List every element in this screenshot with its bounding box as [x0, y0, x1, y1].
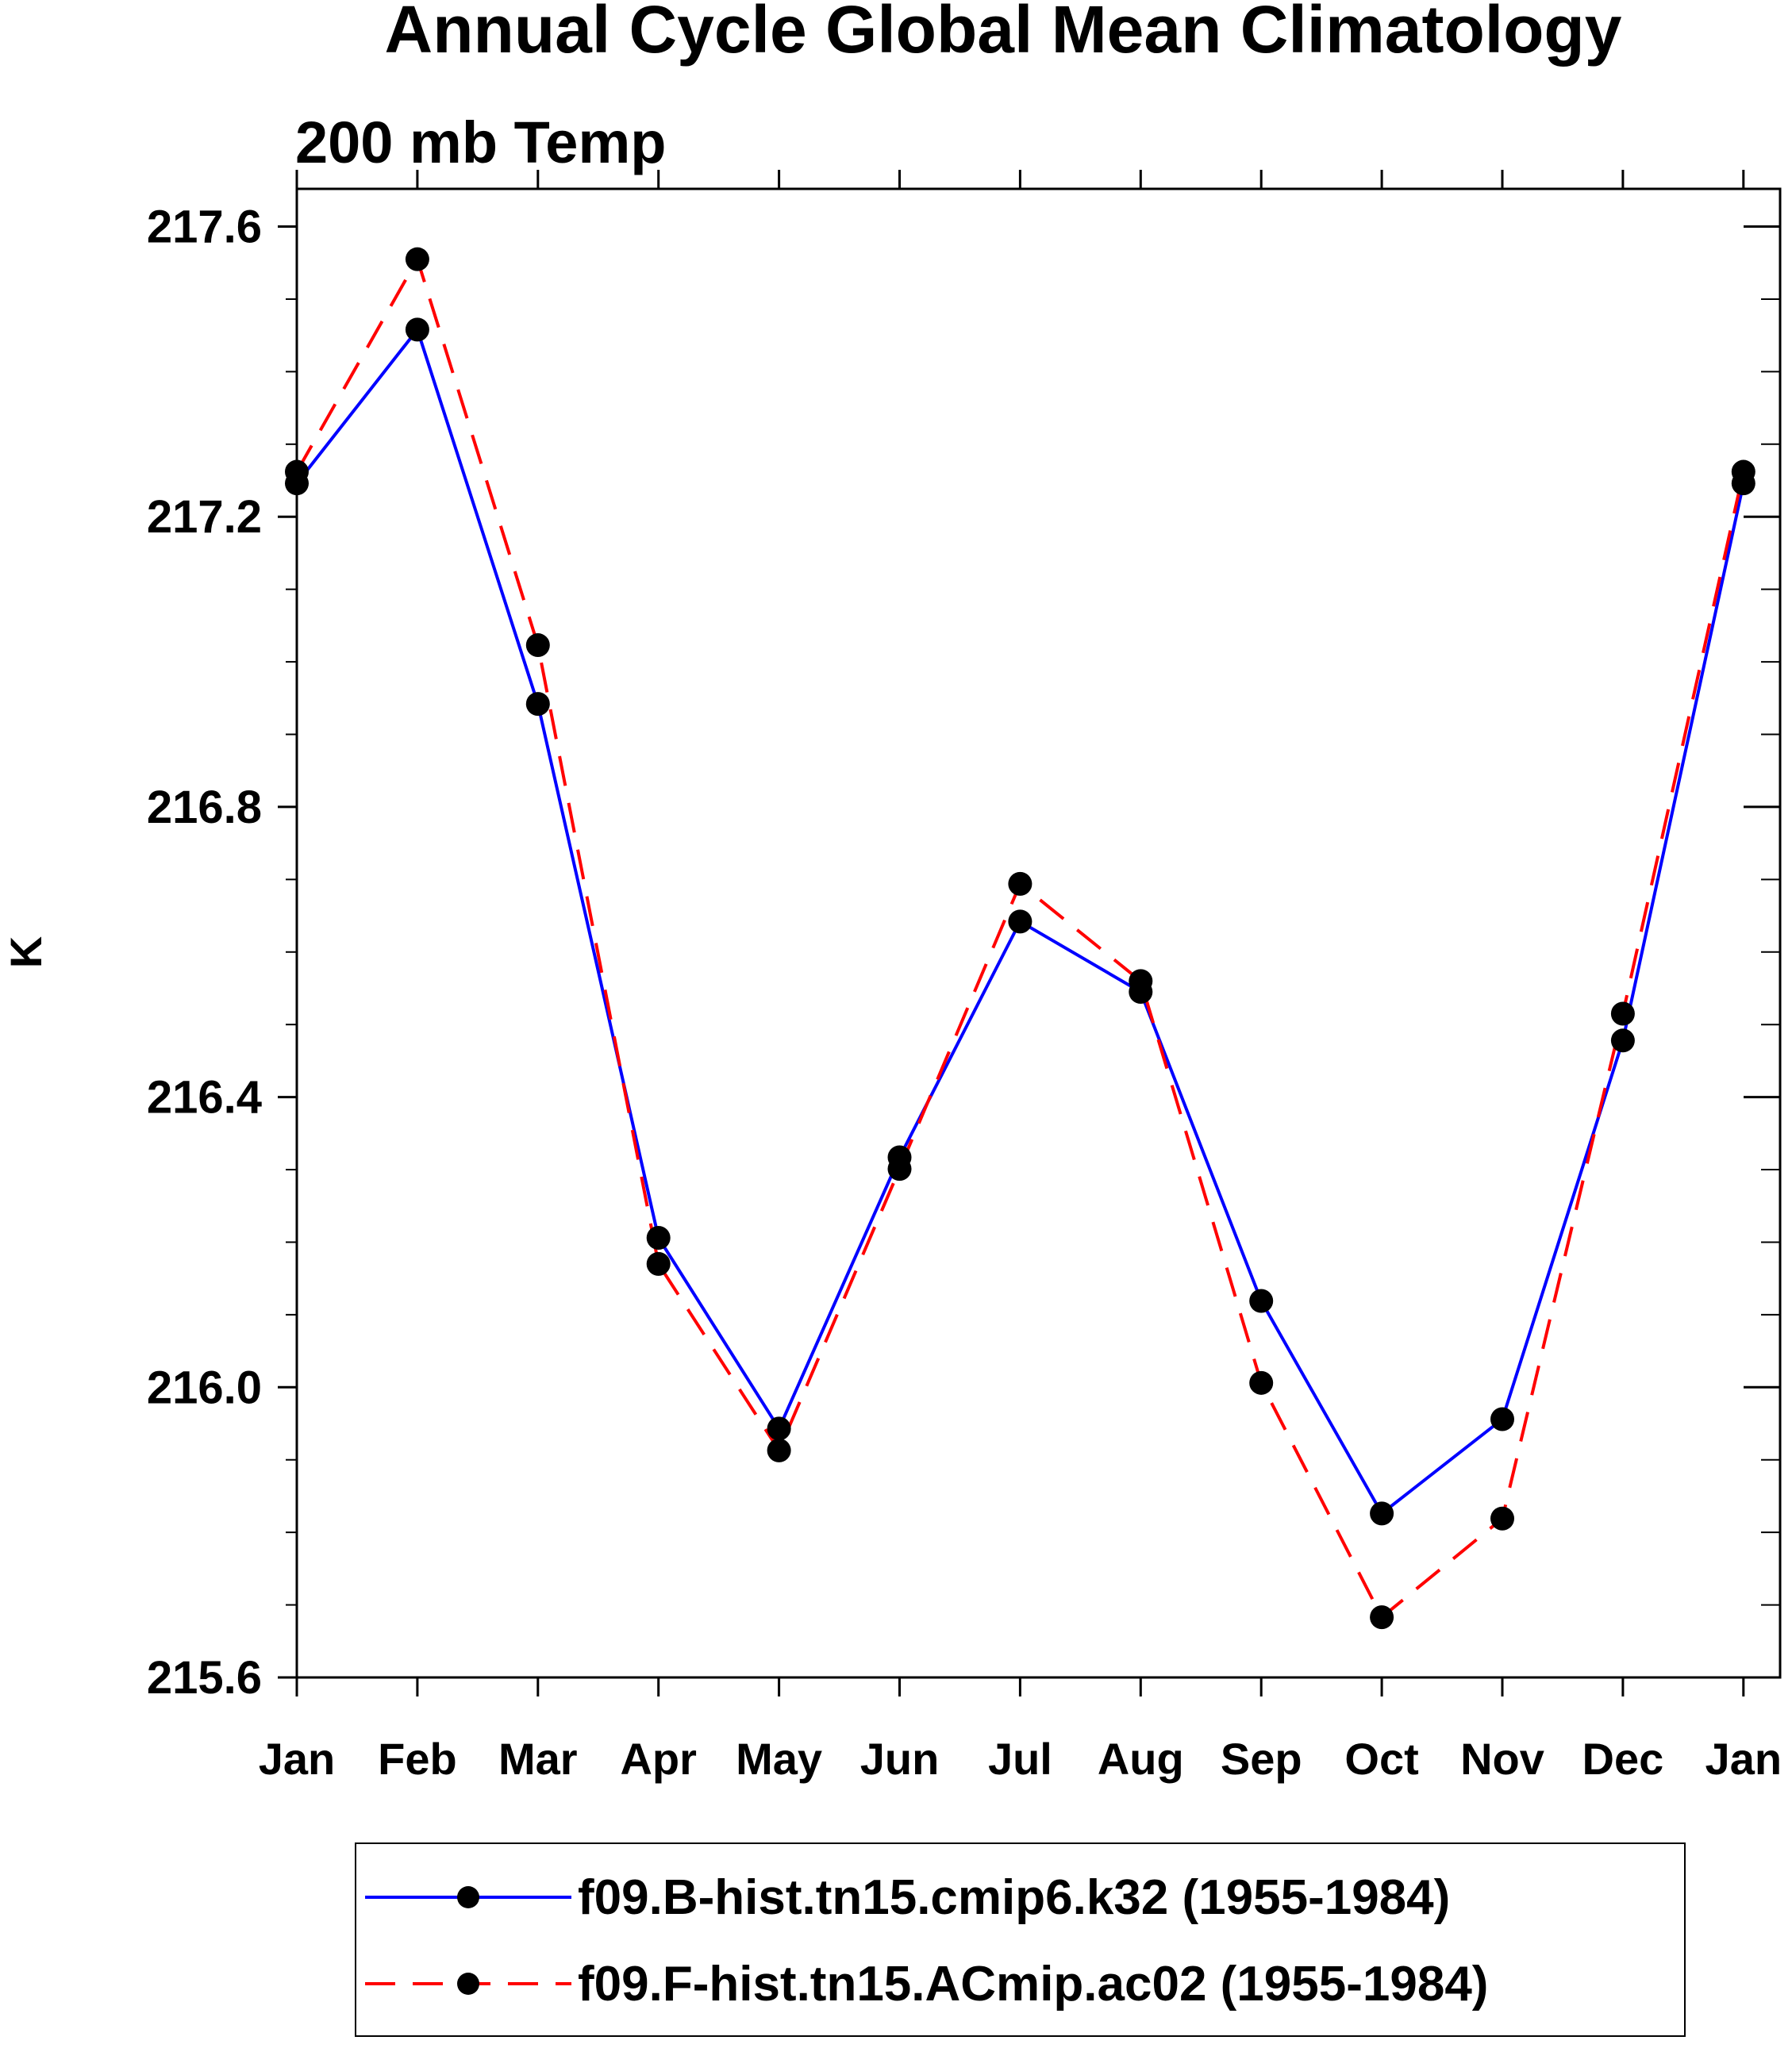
legend-marker-series-1 [457, 1886, 479, 1908]
x-tick-label: Jan [1705, 1734, 1782, 1784]
data-point-series-1 [1008, 909, 1033, 934]
data-point-series-1 [525, 692, 550, 717]
y-tick-label: 216.4 [147, 1072, 262, 1124]
data-point-series-1 [646, 1225, 671, 1250]
y-tick-label: 217.2 [147, 491, 262, 543]
data-point-series-2 [1008, 871, 1033, 896]
x-tick-label: Oct [1344, 1734, 1418, 1784]
legend-label-series-1: f09.B-hist.tn15.cmip6.k32 (1955-1984) [578, 1870, 1450, 1925]
data-point-series-1 [767, 1416, 791, 1441]
data-point-series-2 [525, 633, 550, 658]
y-tick-label: 217.6 [147, 202, 262, 253]
y-axis-label: K [1, 936, 51, 968]
x-tick-label: Feb [378, 1734, 457, 1784]
data-point-series-2 [1731, 459, 1755, 484]
data-point-series-2 [1370, 1605, 1394, 1630]
data-point-series-1 [1610, 1028, 1635, 1053]
data-point-series-1 [1490, 1407, 1514, 1431]
y-tick-label: 216.8 [147, 782, 262, 833]
x-tick-label: Jul [988, 1734, 1052, 1784]
data-point-series-2 [405, 247, 429, 271]
data-point-series-2 [285, 459, 309, 484]
legend-box [355, 1842, 1686, 2037]
data-point-series-2 [767, 1438, 791, 1462]
x-tick-label: Apr [620, 1734, 696, 1784]
data-point-series-2 [1249, 1370, 1274, 1395]
x-tick-label: Jun [860, 1734, 940, 1784]
data-point-series-2 [1610, 1001, 1635, 1026]
data-point-series-2 [646, 1251, 671, 1276]
x-tick-label: Dec [1582, 1734, 1664, 1784]
x-tick-label: Sep [1221, 1734, 1302, 1784]
y-tick-label: 215.6 [147, 1652, 262, 1704]
data-point-series-1 [1370, 1501, 1394, 1526]
x-tick-label: Aug [1098, 1734, 1184, 1784]
data-point-series-2 [887, 1157, 912, 1182]
x-tick-label: May [736, 1734, 822, 1784]
data-point-series-1 [1249, 1289, 1274, 1313]
chart-subtitle: 200 mb Temp [295, 110, 666, 175]
chart-title: Annual Cycle Global Mean Climatology [385, 0, 1622, 67]
y-tick-label: 216.0 [147, 1362, 262, 1413]
series-line-2 [295, 255, 1745, 1620]
legend-marker-series-2 [457, 1973, 479, 1995]
data-point-series-2 [1129, 969, 1153, 993]
legend-label-series-2: f09.F-hist.tn15.ACmip.ac02 (1955-1984) [578, 1957, 1488, 2011]
x-tick-label: Nov [1460, 1734, 1544, 1784]
x-tick-label: Mar [498, 1734, 578, 1784]
legend: f09.B-hist.tn15.cmip6.k32 (1955-1984) f0… [355, 1842, 1686, 2037]
data-point-series-2 [1490, 1506, 1514, 1531]
data-point-series-1 [405, 317, 429, 342]
x-tick-label: Jan [259, 1734, 336, 1784]
plot-frame [295, 187, 1782, 1679]
